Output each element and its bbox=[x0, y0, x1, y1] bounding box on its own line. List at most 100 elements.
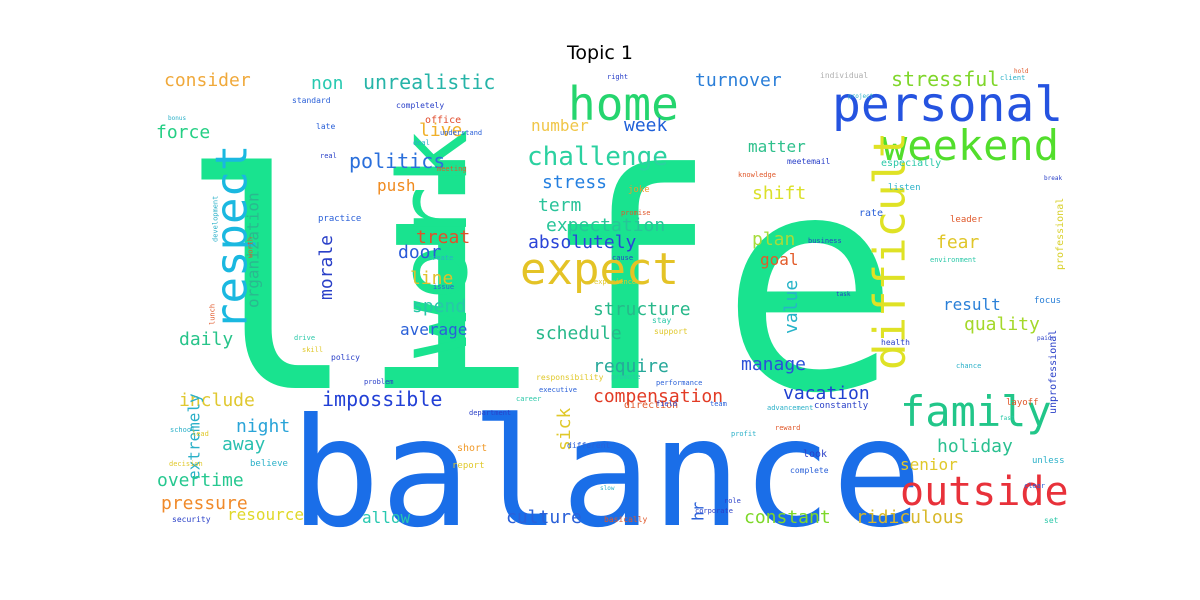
word-lunch: lunch bbox=[208, 304, 216, 325]
word-politics: politics bbox=[349, 149, 445, 173]
word-expect: expect bbox=[520, 244, 679, 295]
word-environment: environment bbox=[930, 256, 976, 264]
word-practice: practice bbox=[318, 214, 361, 224]
word-rate: rate bbox=[859, 208, 883, 219]
word-hold: hold bbox=[1014, 68, 1029, 75]
word-standard: standard bbox=[292, 96, 331, 105]
word-quality: quality bbox=[964, 314, 1040, 335]
chart-title: Topic 1 bbox=[567, 42, 633, 64]
word-real: real bbox=[320, 152, 337, 160]
word-organization: organization bbox=[243, 192, 262, 308]
word-individual: individual bbox=[820, 71, 868, 80]
word-experience: experience bbox=[594, 278, 636, 286]
word-security: security bbox=[172, 515, 211, 524]
word-personal: personal bbox=[832, 77, 1063, 133]
word-push: push bbox=[377, 176, 416, 195]
word-daily: daily bbox=[179, 329, 233, 350]
word-weekend: weekend bbox=[882, 121, 1059, 170]
word-project: project bbox=[848, 93, 874, 100]
word-support: support bbox=[654, 327, 688, 336]
word-senior: senior bbox=[900, 455, 958, 474]
word-constant: constant bbox=[744, 507, 831, 528]
word-treat: treat bbox=[416, 227, 470, 248]
word-stressful: stressful bbox=[891, 67, 999, 91]
word-matter: matter bbox=[748, 137, 806, 156]
word-leader: leader bbox=[950, 215, 983, 225]
word-hr: hr bbox=[688, 501, 707, 521]
word-meetemail: meetemail bbox=[787, 157, 831, 166]
word-deal: deal bbox=[413, 139, 430, 147]
word-health: health bbox=[881, 338, 910, 347]
word-home: home bbox=[568, 77, 679, 131]
word-balance: balance bbox=[290, 387, 922, 561]
word-turnover: turnover bbox=[695, 70, 782, 91]
word-short: short bbox=[457, 443, 487, 454]
word-stay: stay bbox=[652, 316, 671, 325]
word-non: non bbox=[311, 73, 344, 94]
word-advancement: advancement bbox=[767, 404, 813, 412]
word-problem: problem bbox=[364, 378, 394, 386]
word-sick: sick bbox=[554, 407, 575, 451]
word-fast: fast bbox=[1000, 415, 1015, 422]
word-life: life bbox=[178, 110, 900, 459]
word-development: development bbox=[211, 196, 219, 242]
word-lead: lead bbox=[192, 430, 209, 438]
word-structure: structure bbox=[593, 299, 691, 320]
word-promise: promise bbox=[621, 209, 651, 217]
word-shift: shift bbox=[752, 183, 806, 204]
word-basically: basically bbox=[604, 515, 648, 524]
word-different: different bbox=[567, 441, 611, 450]
word-morale: morale bbox=[316, 235, 337, 300]
word-corporate: corporate bbox=[695, 507, 733, 515]
word-reward: reward bbox=[775, 424, 800, 432]
word-unless: unless bbox=[1032, 456, 1065, 466]
word-profit: profit bbox=[731, 430, 756, 438]
word-respect: respect bbox=[206, 145, 257, 330]
word-department: department bbox=[469, 409, 511, 417]
word-unrealistic: unrealistic bbox=[363, 70, 495, 94]
word-joke: joke bbox=[628, 185, 650, 195]
word-school: school bbox=[170, 426, 195, 434]
word-especially: especially bbox=[881, 158, 941, 169]
word-believe: believe bbox=[250, 459, 288, 469]
word-set: set bbox=[1044, 516, 1059, 525]
word-issue: issue bbox=[433, 283, 454, 291]
word-fear: fear bbox=[936, 232, 980, 253]
word-result: result bbox=[943, 295, 1001, 314]
word-report: report bbox=[452, 461, 485, 471]
word-ridiculous: ridiculous bbox=[856, 507, 964, 528]
word-allow: allow bbox=[362, 508, 411, 527]
word-week: week bbox=[624, 115, 668, 136]
word-work: work bbox=[379, 129, 489, 358]
word-paid: paid bbox=[1037, 335, 1052, 342]
word-knowledge: knowledge bbox=[738, 171, 776, 179]
word-clear: clear bbox=[1024, 482, 1045, 490]
word-decision: decision bbox=[169, 460, 203, 468]
word-resource: resource bbox=[227, 505, 304, 524]
word-chance: chance bbox=[956, 362, 981, 370]
word-holiday: holiday bbox=[937, 436, 1013, 457]
word-difficult: difficult bbox=[864, 132, 915, 370]
word-complete: complete bbox=[790, 466, 829, 475]
word-professional: professional bbox=[1055, 198, 1066, 270]
word-business: business bbox=[808, 237, 842, 245]
word-cause: cause bbox=[612, 254, 633, 262]
word-door: door bbox=[398, 242, 442, 263]
word-overtime: overtime bbox=[157, 470, 244, 491]
word-outside: outside bbox=[900, 469, 1069, 515]
word-career: career bbox=[516, 395, 541, 403]
word-right: right bbox=[607, 73, 628, 81]
word-average: average bbox=[400, 320, 467, 339]
word-meeting: meeting bbox=[437, 165, 467, 173]
word-require: require bbox=[593, 356, 669, 377]
word-responsibility: responsibility bbox=[536, 373, 604, 382]
word-constantly: constantly bbox=[814, 401, 869, 411]
word-client: client bbox=[1000, 74, 1025, 82]
word-slow: slow bbox=[600, 485, 615, 492]
word-policy: policy bbox=[331, 353, 360, 362]
word-night: night bbox=[236, 416, 290, 437]
word-expectation: expectation bbox=[546, 215, 665, 236]
word-skill: skill bbox=[302, 346, 323, 354]
word-role: role bbox=[724, 497, 741, 505]
